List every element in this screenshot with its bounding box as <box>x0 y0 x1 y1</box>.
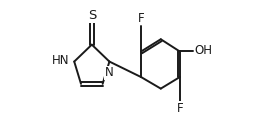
Text: S: S <box>88 9 96 22</box>
Text: HN: HN <box>52 54 69 67</box>
Text: OH: OH <box>195 44 213 57</box>
Text: N: N <box>105 66 114 79</box>
Text: F: F <box>176 102 183 115</box>
Text: F: F <box>138 12 144 25</box>
